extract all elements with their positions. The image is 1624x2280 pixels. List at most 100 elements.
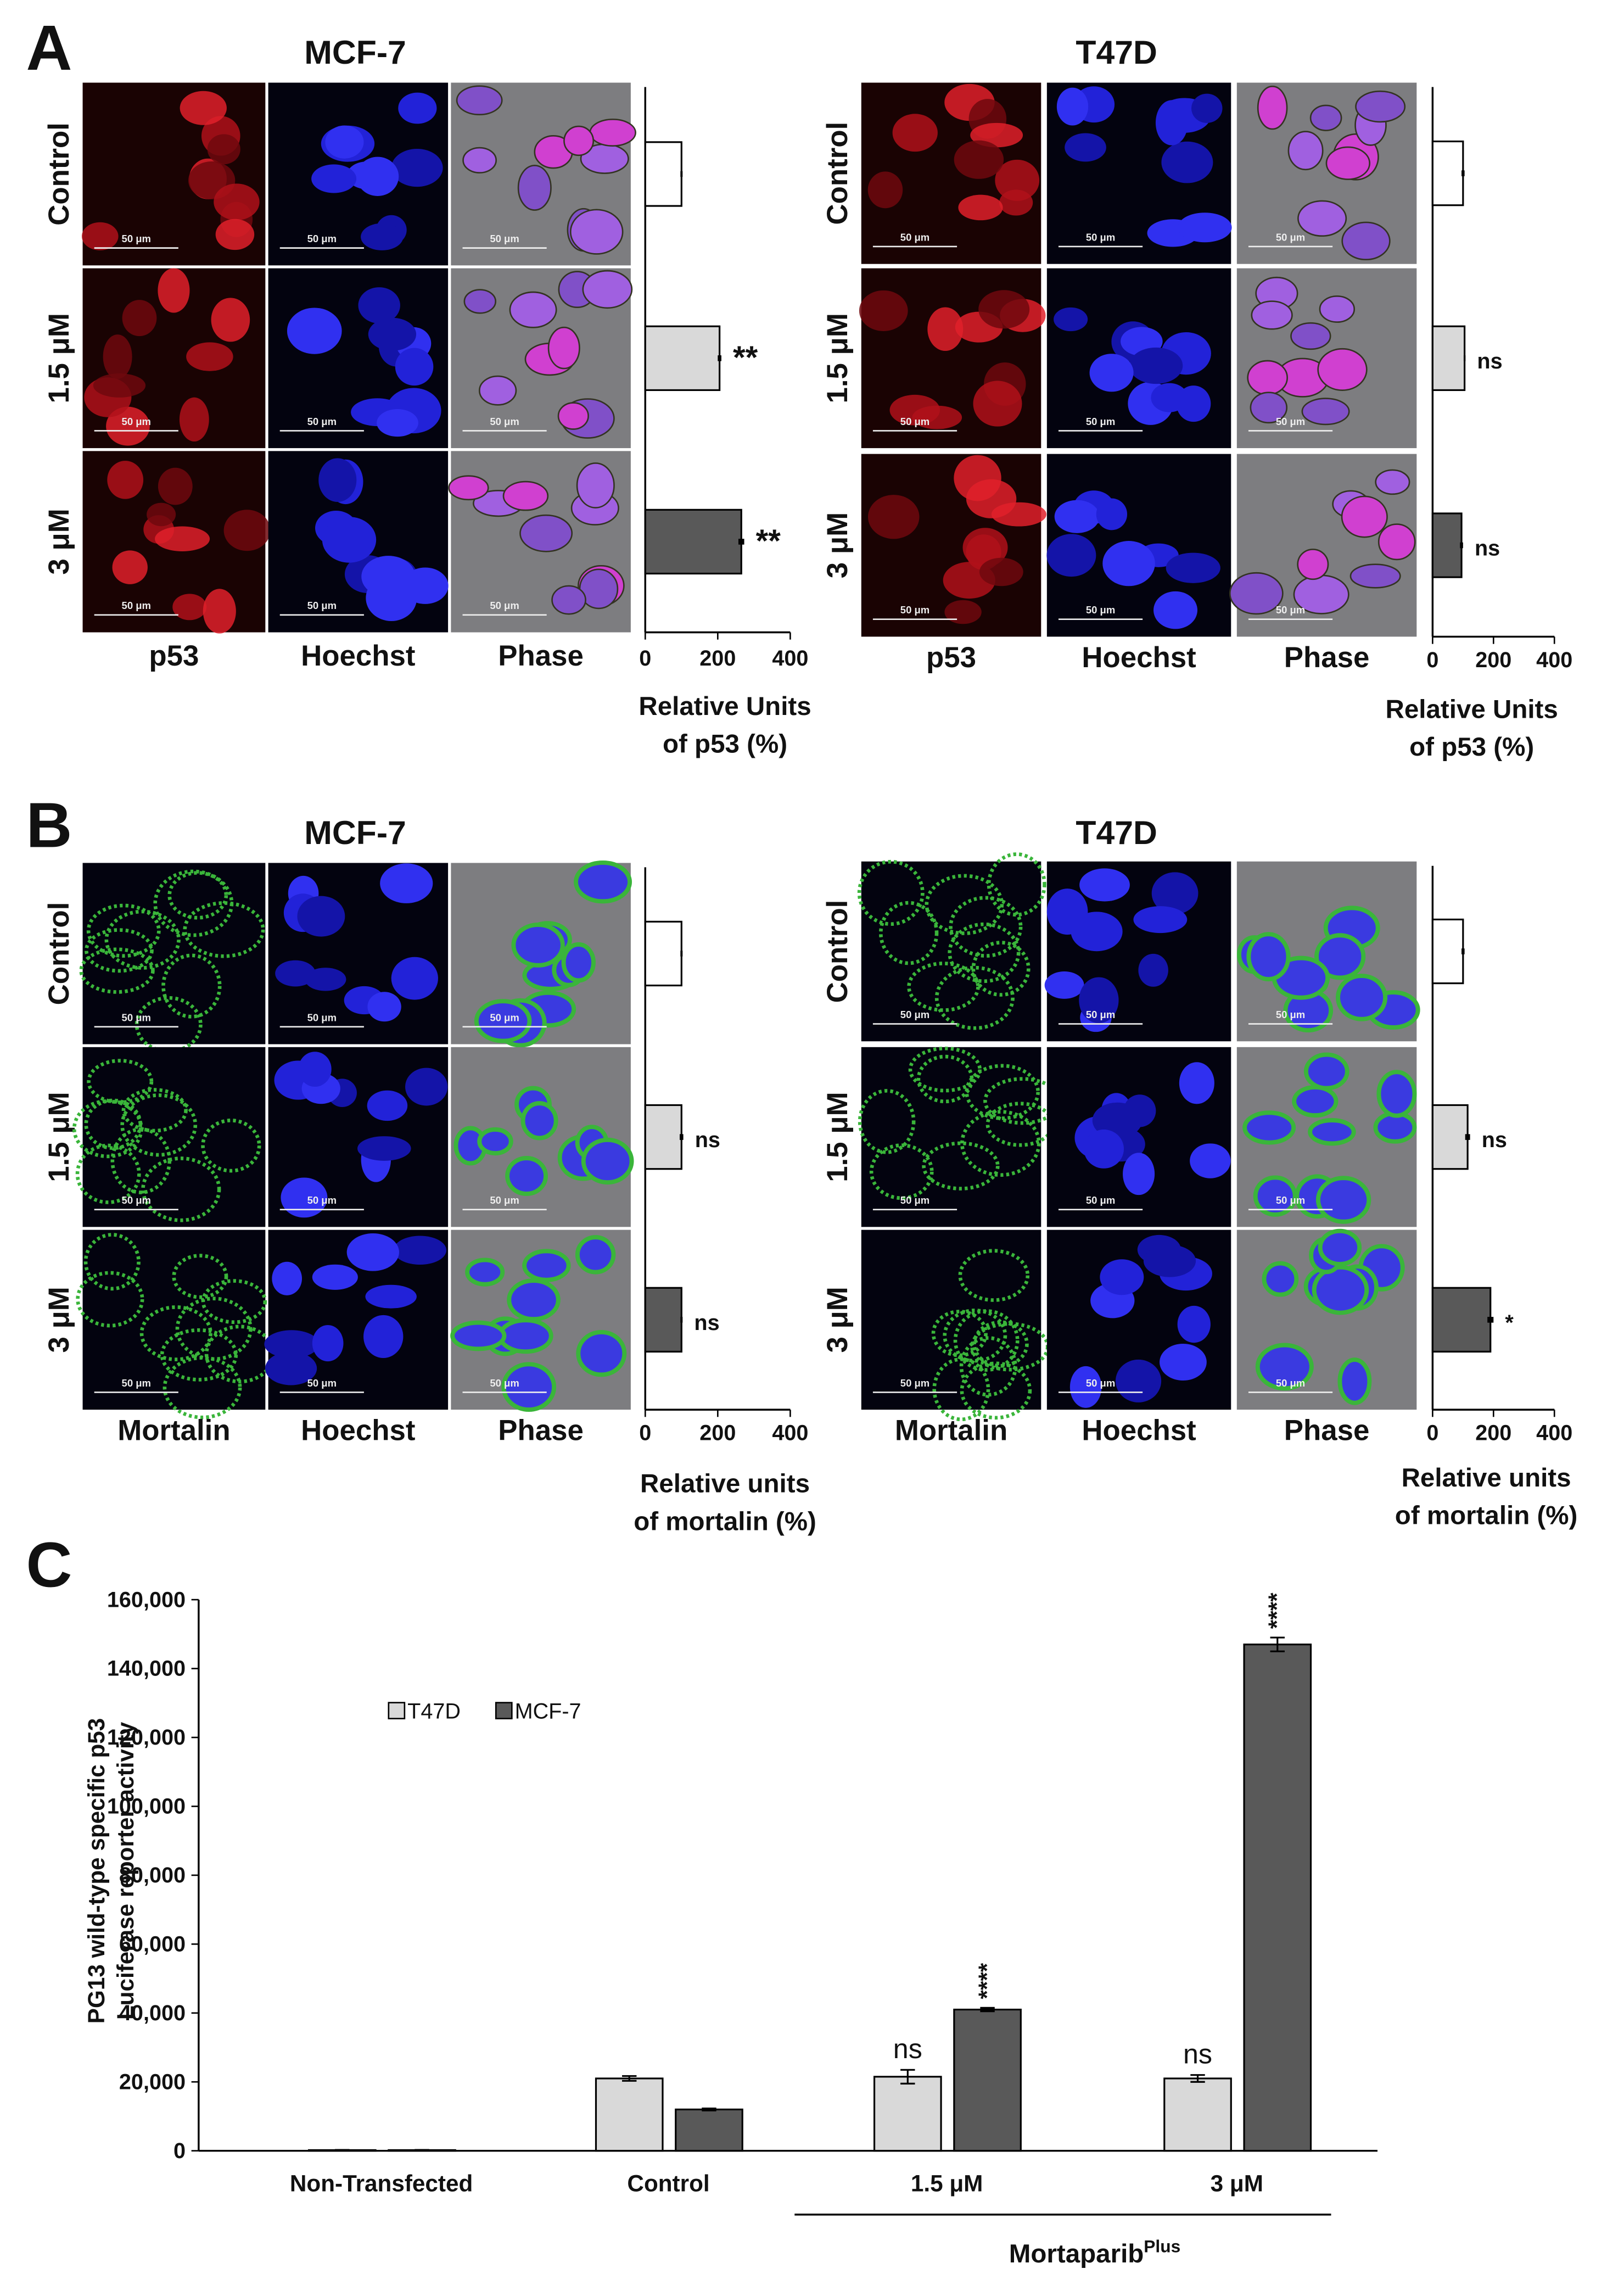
cell-nucleus: [147, 502, 176, 527]
x-tick-label: 400: [1536, 1421, 1572, 1445]
bar: [1431, 325, 1466, 392]
x-tick-label: Control: [627, 2171, 709, 2197]
legend-label: MCF-7: [515, 1700, 581, 1724]
cell-nucleus: [960, 1361, 1032, 1420]
cell-nucleus: [1337, 1357, 1372, 1405]
cell-nucleus: [448, 475, 489, 501]
y-tick-label: 0: [173, 2139, 186, 2163]
cell-nucleus: [1161, 141, 1213, 183]
cell-nucleus: [1069, 1366, 1102, 1408]
cell-nucleus: [944, 600, 982, 624]
cell-nucleus: [1290, 322, 1331, 350]
cell-nucleus: [201, 1279, 267, 1325]
cell-nucleus: [867, 171, 903, 209]
cell-nucleus: [357, 1136, 411, 1161]
cell-nucleus: [106, 406, 150, 446]
cell-nucleus: [1325, 146, 1371, 180]
cell-nucleus: [1190, 1143, 1231, 1178]
cell-nucleus: [978, 290, 1030, 329]
scale-bar-label: 50 μm: [122, 416, 151, 427]
cell-nucleus: [463, 289, 497, 314]
cell-nucleus: [377, 409, 418, 437]
scale-bar-label: 50 μm: [1086, 1194, 1115, 1206]
cell-nucleus: [1143, 1244, 1196, 1277]
column-label: Hoechst: [1082, 1415, 1196, 1447]
column-label: Phase: [1284, 1415, 1370, 1447]
cell-nucleus: [363, 1315, 404, 1358]
bar: [595, 2077, 664, 2152]
cell-nucleus: [391, 149, 443, 187]
cell-nucleus: [107, 461, 144, 499]
significance-label: ns: [1477, 349, 1502, 373]
significance-label: **: [756, 523, 781, 559]
cell-nucleus: [889, 394, 940, 426]
group-label-text: Mortaparib: [1009, 2239, 1144, 2268]
cell-nucleus: [1229, 572, 1284, 615]
row-label: 1.5 μM: [821, 1092, 854, 1182]
cell-nucleus: [1314, 933, 1366, 980]
x-tick-label: Non-Transfected: [290, 2171, 473, 2197]
x-tick-label: 0: [639, 646, 651, 670]
y-tick-label: 120,000: [107, 1725, 186, 1750]
row-label: 1.5 μM: [43, 313, 75, 403]
cell-nucleus: [163, 1356, 242, 1420]
cell-nucleus: [104, 909, 181, 970]
cell-nucleus: [1100, 1259, 1144, 1295]
scale-bar-label: 50 μm: [900, 1377, 929, 1389]
cell-nucleus: [272, 1261, 303, 1295]
cell-nucleus: [965, 1064, 1040, 1120]
row-label: 3 μM: [821, 512, 854, 578]
cell-nucleus: [857, 859, 925, 926]
cell-nucleus: [367, 1090, 408, 1121]
cell-nucleus: [569, 209, 624, 255]
cell-nucleus: [264, 1330, 319, 1359]
row-label: 3 μM: [43, 1287, 75, 1353]
cell-nucleus: [927, 307, 964, 351]
cell-nucleus: [995, 159, 1040, 201]
cell-nucleus: [281, 1177, 328, 1218]
cell-nucleus: [1155, 100, 1188, 146]
column-label: Hoechst: [301, 640, 415, 672]
cell-nucleus: [502, 480, 549, 511]
y-tick-label: 140,000: [107, 1657, 186, 1681]
scale-bar-label: 50 μm: [1086, 604, 1115, 616]
cell-nucleus: [456, 85, 503, 115]
scale-bar-label: 50 μm: [307, 1012, 337, 1023]
error-bar: [1270, 1636, 1285, 1652]
error-bar: [900, 2069, 915, 2085]
cell-nucleus: [954, 140, 1004, 179]
row-label: Control: [43, 902, 75, 1005]
cell-nucleus: [1341, 221, 1391, 261]
cell-nucleus: [1178, 213, 1232, 243]
bar: [1163, 2077, 1232, 2152]
cell-nucleus: [462, 147, 497, 174]
micrograph: [861, 1047, 1041, 1227]
x-axis-label: Relative Units: [639, 692, 811, 721]
cell-nucleus: [1123, 1094, 1156, 1127]
cell-nucleus: [505, 1156, 548, 1196]
cell-nucleus: [358, 287, 400, 323]
cell-nucleus: [312, 1264, 358, 1290]
bar: [1431, 1104, 1469, 1170]
x-tick-label: 0: [639, 1421, 651, 1445]
cell-nucleus: [474, 999, 532, 1043]
cell-nucleus: [367, 992, 401, 1022]
cell-nucleus: [971, 941, 1031, 997]
y-tick-label: 40,000: [119, 2001, 186, 2025]
x-axis-label: Relative units: [640, 1469, 810, 1499]
cell-nucleus: [509, 291, 557, 328]
y-tick-label: 160,000: [107, 1588, 186, 1612]
significance-label: ****: [974, 1963, 1000, 1999]
cell-nucleus: [561, 942, 596, 983]
x-tick-label: 400: [772, 1421, 808, 1445]
bar: [644, 920, 682, 987]
row-label: Control: [821, 122, 854, 225]
x-axis-label: of p53 (%): [663, 730, 787, 759]
cell-nucleus: [1179, 1062, 1214, 1104]
cell-nucleus: [1056, 87, 1089, 126]
significance-label: **: [733, 340, 758, 376]
cell-nucleus: [158, 268, 190, 313]
cell-nucleus: [925, 874, 1004, 935]
cell-nucleus: [180, 91, 227, 125]
x-axis-label: of mortalin (%): [1395, 1501, 1578, 1530]
